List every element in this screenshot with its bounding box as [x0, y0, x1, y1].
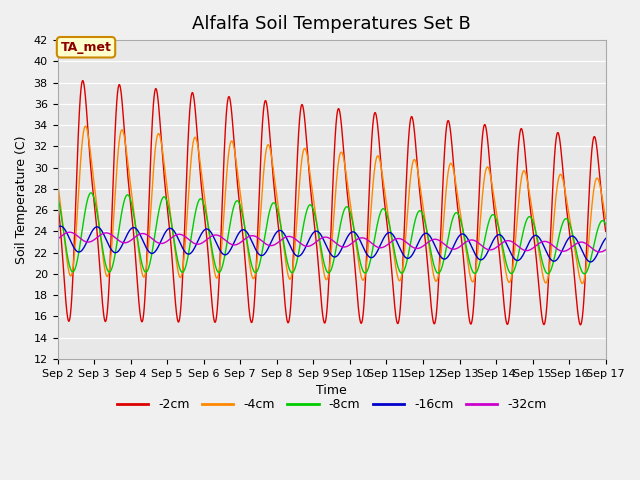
-4cm: [54, 178, 61, 184]
-2cm: [470, 302, 477, 308]
-4cm: [602, 216, 609, 221]
Line: -2cm: -2cm: [58, 81, 605, 325]
-2cm: [79, 78, 86, 84]
Line: -8cm: -8cm: [58, 193, 605, 274]
-32cm: [313, 239, 321, 244]
Y-axis label: Soil Temperature (C): Soil Temperature (C): [15, 135, 28, 264]
-4cm: [579, 281, 586, 287]
-2cm: [240, 242, 248, 248]
-4cm: [240, 217, 248, 223]
Text: TA_met: TA_met: [61, 41, 111, 54]
-2cm: [454, 210, 462, 216]
-16cm: [602, 236, 609, 241]
-4cm: [454, 197, 462, 203]
-8cm: [454, 211, 462, 217]
Line: -32cm: -32cm: [58, 232, 605, 252]
-16cm: [470, 249, 477, 254]
-2cm: [54, 197, 61, 203]
-16cm: [240, 227, 248, 233]
Line: -16cm: -16cm: [58, 226, 605, 262]
-8cm: [240, 219, 248, 225]
-16cm: [579, 249, 586, 255]
-8cm: [580, 271, 588, 276]
-32cm: [54, 236, 61, 242]
-8cm: [470, 270, 477, 276]
-32cm: [470, 238, 477, 243]
-8cm: [572, 247, 580, 252]
-4cm: [313, 221, 321, 227]
Line: -4cm: -4cm: [58, 126, 605, 284]
-32cm: [240, 237, 248, 243]
-2cm: [313, 247, 321, 252]
-16cm: [454, 234, 462, 240]
Title: Alfalfa Soil Temperatures Set B: Alfalfa Soil Temperatures Set B: [192, 15, 471, 33]
-16cm: [54, 225, 61, 231]
-2cm: [572, 290, 580, 296]
-16cm: [587, 259, 595, 265]
-4cm: [579, 280, 587, 286]
-32cm: [572, 241, 580, 247]
X-axis label: Time: Time: [316, 384, 347, 397]
Legend: -2cm, -4cm, -8cm, -16cm, -32cm: -2cm, -4cm, -8cm, -16cm, -32cm: [112, 394, 552, 417]
-8cm: [87, 190, 95, 196]
-8cm: [54, 193, 61, 199]
-32cm: [596, 249, 604, 255]
-8cm: [602, 221, 609, 227]
-32cm: [579, 240, 586, 245]
-8cm: [579, 270, 586, 276]
-32cm: [454, 245, 462, 251]
-2cm: [577, 322, 584, 328]
-16cm: [313, 228, 321, 234]
-16cm: [572, 236, 580, 241]
-16cm: [57, 223, 65, 229]
-8cm: [313, 223, 321, 228]
-4cm: [470, 278, 477, 284]
-4cm: [82, 123, 90, 129]
-32cm: [66, 229, 74, 235]
-4cm: [572, 253, 580, 259]
-2cm: [602, 228, 609, 234]
-2cm: [579, 311, 587, 316]
-32cm: [602, 247, 609, 252]
